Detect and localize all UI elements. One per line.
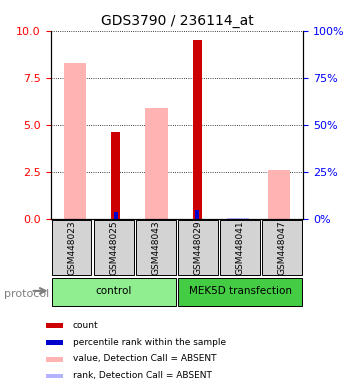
Bar <box>52 278 176 306</box>
Bar <box>145 108 168 219</box>
Bar <box>193 40 202 219</box>
Text: GSM448041: GSM448041 <box>236 220 244 275</box>
Text: GSM448023: GSM448023 <box>67 220 76 275</box>
Bar <box>45 357 64 361</box>
Bar <box>111 132 120 219</box>
Bar <box>45 340 64 345</box>
Text: rank, Detection Call = ABSENT: rank, Detection Call = ABSENT <box>73 371 212 380</box>
Bar <box>262 220 302 275</box>
Bar <box>178 278 302 306</box>
Text: GSM448047: GSM448047 <box>278 220 287 275</box>
Bar <box>52 220 91 275</box>
Text: value, Detection Call = ABSENT: value, Detection Call = ABSENT <box>73 354 217 363</box>
Bar <box>220 220 260 275</box>
Text: GSM448029: GSM448029 <box>193 220 203 275</box>
Text: percentile rank within the sample: percentile rank within the sample <box>73 338 226 347</box>
Text: MEK5D transfection: MEK5D transfection <box>188 286 292 296</box>
Text: control: control <box>96 286 132 296</box>
Bar <box>178 220 218 275</box>
Text: protocol: protocol <box>4 289 49 299</box>
Bar <box>195 210 199 219</box>
Bar <box>45 323 64 328</box>
Bar <box>64 63 86 219</box>
Bar <box>114 212 118 219</box>
Bar <box>45 374 64 378</box>
Bar <box>227 218 249 219</box>
Bar <box>268 170 290 219</box>
Text: GSM448043: GSM448043 <box>151 220 160 275</box>
Text: GSM448025: GSM448025 <box>109 220 118 275</box>
Title: GDS3790 / 236114_at: GDS3790 / 236114_at <box>100 14 253 28</box>
Text: count: count <box>73 321 99 330</box>
Bar <box>94 220 134 275</box>
Bar <box>136 220 176 275</box>
